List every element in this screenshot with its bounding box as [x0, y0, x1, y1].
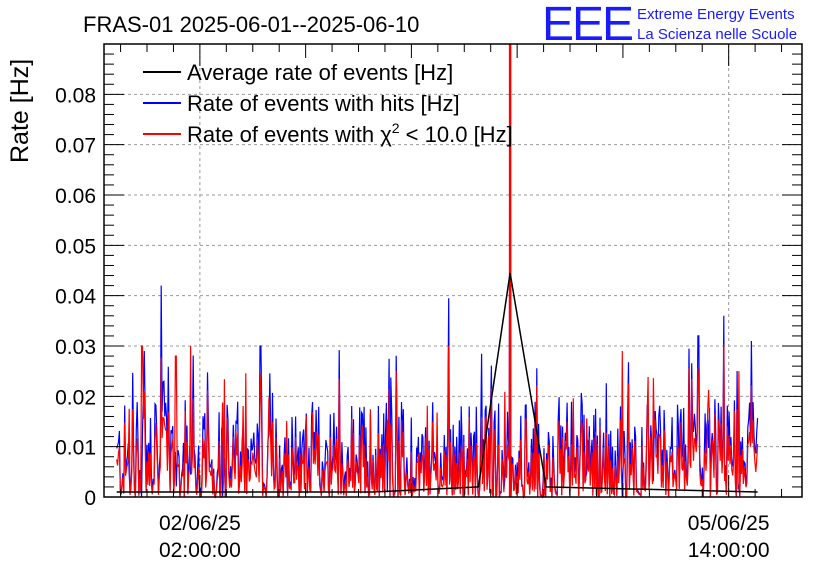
axes: 0 0.01 0.02 0.03 0.04 0.05 0.06 0.07 0.08 02/06/2… — [55, 43, 803, 562]
plot-frame — [103, 43, 803, 498]
series-line-chi2 — [116, 43, 759, 499]
y-tick-label: 0.02 — [55, 386, 96, 409]
x-tick-label: 05/06/25 — [688, 512, 770, 535]
logo-letters: EEE — [542, 0, 632, 51]
legend-label-hits: Rate of events with hits [Hz] — [187, 91, 460, 116]
series-line-avg — [116, 272, 758, 493]
y-tick-label: 0.03 — [55, 336, 96, 359]
y-tick-label: 0.08 — [55, 84, 96, 107]
logo-line2: La Scienza nelle Scuole — [637, 26, 797, 43]
y-tick-label: 0 — [84, 487, 96, 510]
eee-logo: EEE Extreme Energy Events La Scienza nel… — [542, 0, 797, 51]
y-tick-label: 0.04 — [55, 286, 96, 309]
logo-line1: Extreme Energy Events — [637, 6, 795, 23]
y-tick-label: 0.01 — [55, 437, 96, 460]
series-layer — [116, 43, 759, 499]
chart-title: FRAS-01 2025-06-01--2025-06-10 — [83, 12, 419, 37]
legend-label-avg: Average rate of events [Hz] — [187, 60, 453, 85]
x-tick-label: 14:00:00 — [688, 539, 770, 562]
y-tick-label: 0.05 — [55, 235, 96, 258]
y-tick-label: 0.06 — [55, 185, 96, 208]
legend: Average rate of events [Hz] Rate of even… — [143, 60, 513, 147]
x-tick-label: 02:00:00 — [159, 539, 241, 562]
x-tick-label: 02/06/25 — [159, 512, 241, 535]
y-tick-label: 0.07 — [55, 135, 96, 158]
y-axis-label: Rate [Hz] — [6, 59, 34, 163]
legend-label-chi2: Rate of events with χ2 < 10.0 [Hz] — [187, 120, 513, 147]
